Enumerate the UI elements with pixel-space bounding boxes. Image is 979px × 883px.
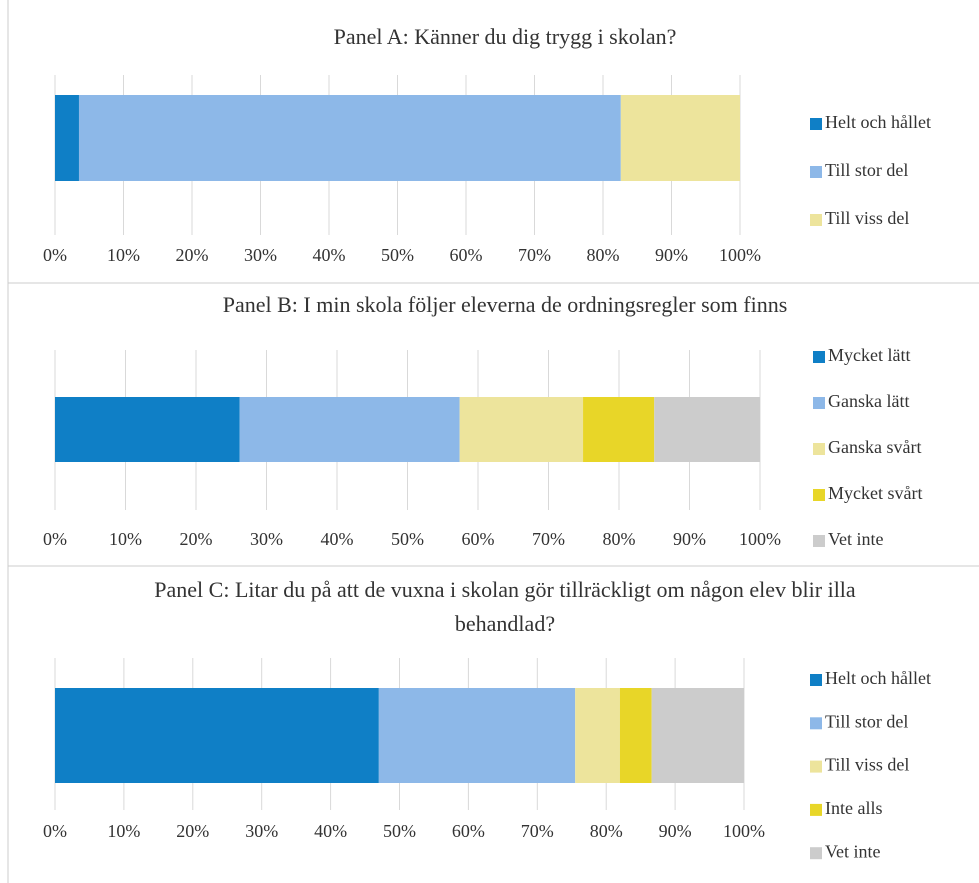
x-tick-label: 100%: [739, 529, 781, 549]
legend-label: Till stor del: [825, 711, 908, 731]
legend-swatch: [813, 351, 825, 363]
legend-label: Inte alls: [825, 798, 882, 818]
bar-segment: [55, 688, 379, 783]
x-tick-label: 20%: [180, 529, 213, 549]
legend-label: Mycket lätt: [828, 345, 910, 365]
x-tick-label: 40%: [314, 821, 347, 841]
x-tick-label: 10%: [107, 245, 140, 265]
legend-swatch: [813, 535, 825, 547]
x-tick-label: 90%: [659, 821, 692, 841]
legend-swatch: [810, 803, 822, 816]
legend-swatch: [810, 166, 822, 178]
legend-label: Ganska svårt: [828, 437, 921, 457]
x-tick-label: 80%: [603, 529, 636, 549]
legend-label: Vet inte: [825, 841, 881, 861]
legend-label: Till viss del: [825, 208, 909, 228]
legend-swatch: [810, 118, 822, 130]
x-tick-label: 80%: [590, 821, 623, 841]
bar-segment: [55, 95, 79, 181]
bar-segment: [654, 397, 760, 462]
legend-swatch: [813, 397, 825, 409]
legend-swatch: [810, 674, 822, 686]
x-tick-label: 0%: [43, 529, 67, 549]
bar-segment: [239, 397, 460, 462]
x-tick-label: 90%: [673, 529, 706, 549]
x-tick-label: 70%: [518, 245, 551, 265]
x-tick-label: 30%: [244, 245, 277, 265]
chart-title: Panel C: Litar du på att de vuxna i skol…: [154, 577, 856, 636]
legend-swatch: [813, 443, 825, 455]
legend-label: Vet inte: [828, 529, 884, 549]
x-tick-label: 50%: [391, 529, 424, 549]
bar-segment: [378, 688, 576, 783]
legend-label: Helt och hållet: [825, 668, 931, 688]
x-tick-label: 30%: [250, 529, 283, 549]
x-tick-label: 100%: [719, 245, 761, 265]
chart-title: Panel A: Känner du dig trygg i skolan?: [333, 24, 677, 49]
x-tick-label: 20%: [176, 821, 209, 841]
legend-label: Helt och hållet: [825, 112, 931, 132]
x-tick-label: 10%: [107, 821, 140, 841]
legend-label: Till viss del: [825, 755, 909, 775]
bar-segment: [619, 688, 652, 783]
x-tick-label: 60%: [452, 821, 485, 841]
legend-swatch: [810, 214, 822, 226]
x-tick-label: 60%: [450, 245, 483, 265]
x-tick-label: 80%: [587, 245, 620, 265]
x-tick-label: 100%: [723, 821, 765, 841]
x-tick-label: 20%: [176, 245, 209, 265]
bar-segment: [55, 397, 240, 462]
x-tick-label: 70%: [521, 821, 554, 841]
bar-segment: [651, 688, 744, 783]
bar-segment: [575, 688, 620, 783]
legend-label: Mycket svårt: [828, 483, 922, 503]
legend-swatch: [810, 717, 822, 730]
x-tick-label: 40%: [321, 529, 354, 549]
x-tick-label: 50%: [381, 245, 414, 265]
x-tick-label: 60%: [462, 529, 495, 549]
legend-swatch: [810, 847, 822, 860]
legend-label: Till stor del: [825, 160, 908, 180]
x-tick-label: 0%: [43, 245, 67, 265]
x-tick-label: 30%: [245, 821, 278, 841]
legend-swatch: [810, 760, 822, 773]
bar-segment: [620, 95, 740, 181]
legend-swatch: [813, 489, 825, 501]
x-tick-label: 50%: [383, 821, 416, 841]
legend-label: Ganska lätt: [828, 391, 909, 411]
x-tick-label: 90%: [655, 245, 688, 265]
bar-segment: [459, 397, 584, 462]
x-tick-label: 0%: [43, 821, 67, 841]
chart-title: Panel B: I min skola följer eleverna de …: [222, 292, 788, 317]
x-tick-label: 40%: [313, 245, 346, 265]
x-tick-label: 10%: [109, 529, 142, 549]
bar-segment: [583, 397, 655, 462]
x-tick-label: 70%: [532, 529, 565, 549]
bar-segment: [78, 95, 621, 181]
